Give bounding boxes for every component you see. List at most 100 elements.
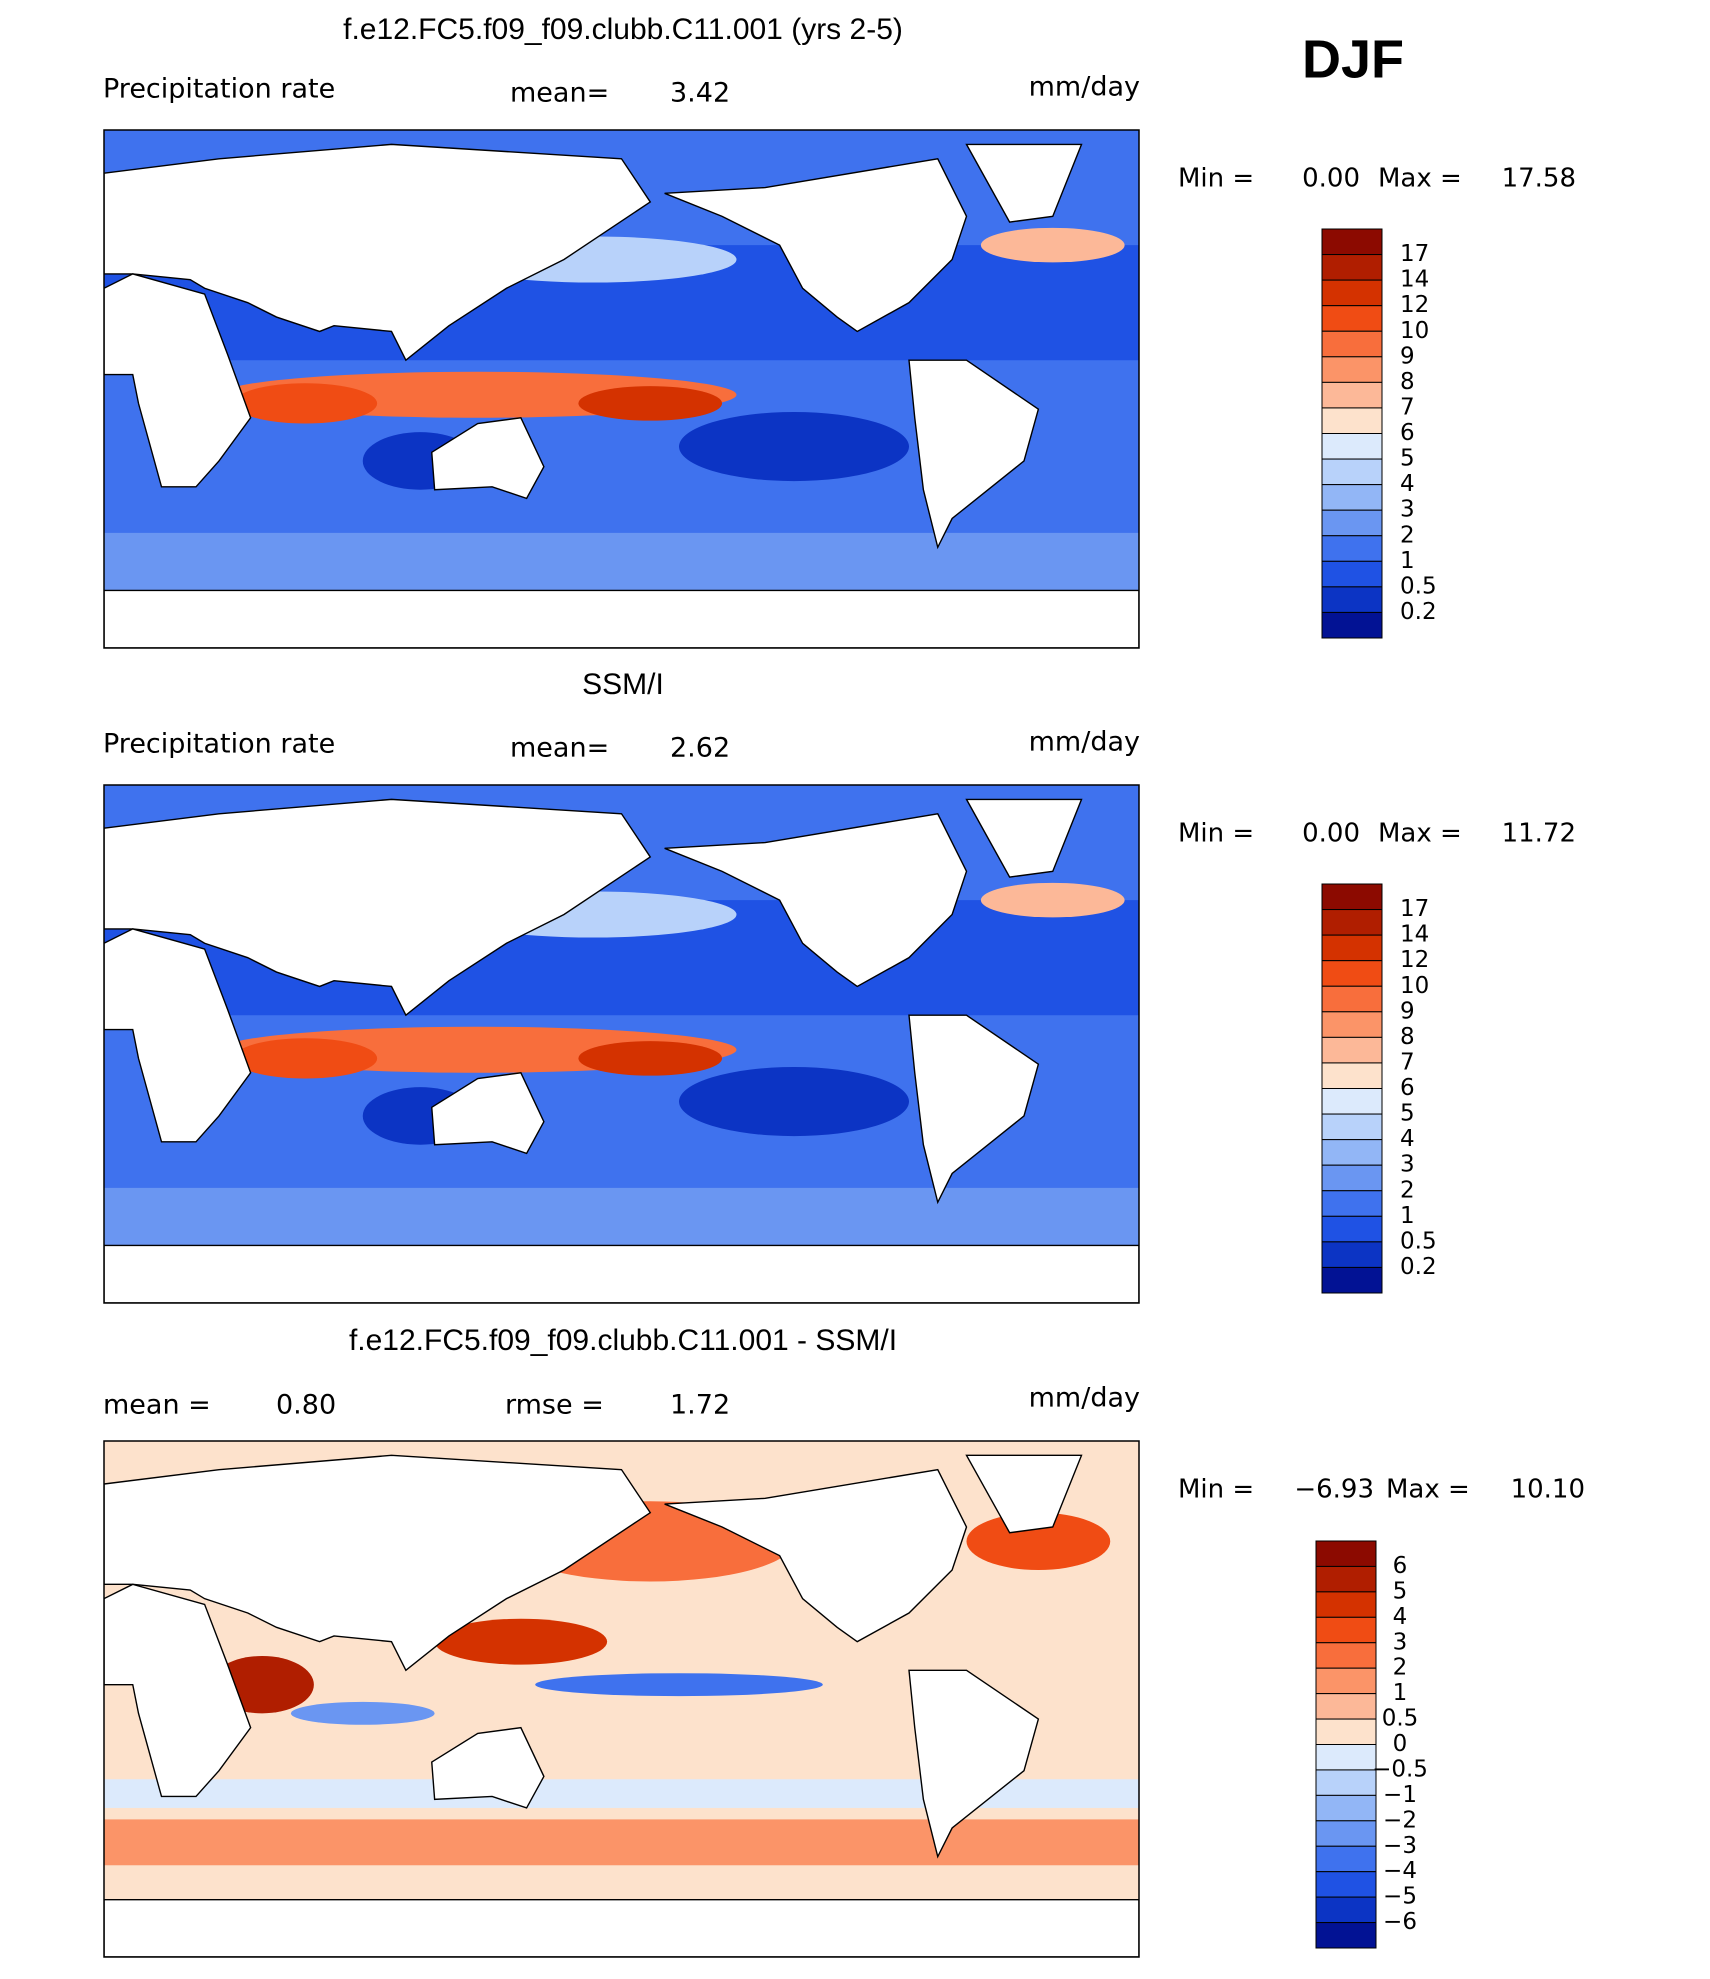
colorbar-label: 3 [1393,1629,1408,1655]
left-label: Precipitation rate [103,729,335,760]
mid-value: 1.72 [670,1390,730,1421]
colorbar-label: 2 [1400,522,1415,548]
max-value: 11.72 [1502,819,1576,849]
colorbar-label: 10 [1400,973,1429,999]
colorbar-box [1321,960,1383,987]
min-label: Min = [1178,1475,1254,1505]
min-value: 0.00 [1302,164,1360,194]
colorbar-label: 6 [1393,1553,1408,1579]
colorbar-label: 4 [1400,1126,1415,1152]
colorbar-label: 5 [1393,1578,1408,1604]
colorbar-label: 0.5 [1382,1706,1419,1732]
colorbar-box [1321,458,1383,486]
season-label: DJF [1302,29,1404,89]
map [104,1441,1139,1957]
colorbar-label: −3 [1383,1833,1417,1859]
colorbar-label: 3 [1400,497,1415,523]
colorbar-label: 17 [1400,241,1429,267]
colorbar-box [1321,883,1383,911]
colorbar-box [1321,1241,1383,1268]
colorbar-box [1321,330,1383,358]
min-value: 0.00 [1302,819,1360,849]
colorbar-label: 10 [1400,318,1429,344]
panel-title: SSM/I [582,668,664,701]
colorbar-box [1315,1718,1377,1745]
units: mm/day [1029,1383,1140,1414]
map-frame [103,784,1140,1304]
colorbar-box [1321,586,1383,613]
colorbar-box [1321,985,1383,1013]
colorbar-box [1321,305,1383,332]
colorbar-label: 2 [1393,1655,1408,1681]
colorbar-label: 7 [1400,394,1415,420]
colorbar-box [1315,1871,1377,1898]
colorbar-box [1321,1062,1383,1089]
colorbar-box [1321,484,1383,511]
colorbar-box [1321,1036,1383,1064]
colorbar-box [1315,1744,1377,1771]
left-value: 0.80 [276,1390,336,1421]
colorbar-box [1321,1215,1383,1243]
mid-value: 2.62 [670,733,730,764]
colorbar-box [1315,1540,1377,1567]
colorbar-box [1321,381,1383,409]
colorbar-label: −6 [1383,1909,1417,1935]
colorbar-label: 0.2 [1400,599,1437,625]
colorbar-label: 6 [1400,420,1415,446]
max-label: Max = [1386,1475,1470,1505]
colorbar-box [1321,611,1383,639]
colorbar-box [1321,1139,1383,1166]
colorbar-box [1321,1011,1383,1038]
colorbar-box [1321,407,1383,434]
colorbar-box [1315,1922,1377,1949]
colorbar-label: 14 [1400,267,1429,293]
colorbar-label: 1 [1393,1680,1408,1706]
colorbar-label: 5 [1400,1101,1415,1127]
colorbar-label: 9 [1400,998,1415,1024]
colorbar-box [1321,1164,1383,1192]
colorbar-label: 3 [1400,1152,1415,1178]
colorbar-box [1321,279,1383,307]
colorbar-box [1315,1820,1377,1847]
colorbar-box [1315,1616,1377,1644]
left-label: Precipitation rate [103,74,335,105]
colorbar-box [1315,1591,1377,1618]
map-frame [103,1440,1140,1958]
colorbar-label: 1 [1400,1203,1415,1229]
colorbar-box [1321,254,1383,281]
colorbar-box [1315,1845,1377,1873]
colorbar-label: 17 [1400,896,1429,922]
units: mm/day [1029,72,1140,103]
colorbar-box [1321,535,1383,562]
colorbar-label: −0.5 [1372,1756,1428,1782]
min-value: −6.93 [1294,1475,1374,1505]
max-value: 17.58 [1502,164,1576,194]
map [104,130,1139,648]
colorbar-box [1315,1667,1377,1695]
min-label: Min = [1178,164,1254,194]
map [104,785,1139,1303]
colorbar-label: 7 [1400,1049,1415,1075]
max-value: 10.10 [1511,1475,1585,1505]
colorbar-box [1321,909,1383,936]
colorbar-label: 5 [1400,446,1415,472]
min-label: Min = [1178,819,1254,849]
colorbar-box [1315,1794,1377,1822]
colorbar-label: −1 [1383,1782,1417,1808]
colorbar-box [1315,1769,1377,1796]
max-label: Max = [1378,819,1462,849]
colorbar-box [1321,560,1383,588]
colorbar-label: 6 [1400,1075,1415,1101]
mid-label: mean= [510,78,609,109]
colorbar-box [1321,433,1383,460]
colorbar-box [1321,1266,1383,1294]
colorbar-box [1315,1642,1377,1669]
colorbar-label: 8 [1400,369,1415,395]
colorbar-label: 4 [1393,1604,1408,1630]
colorbar-label: 12 [1400,947,1429,973]
units: mm/day [1029,727,1140,758]
colorbar-box [1315,1896,1377,1924]
colorbar-box [1321,509,1383,537]
colorbar-label: 0.5 [1400,573,1437,599]
